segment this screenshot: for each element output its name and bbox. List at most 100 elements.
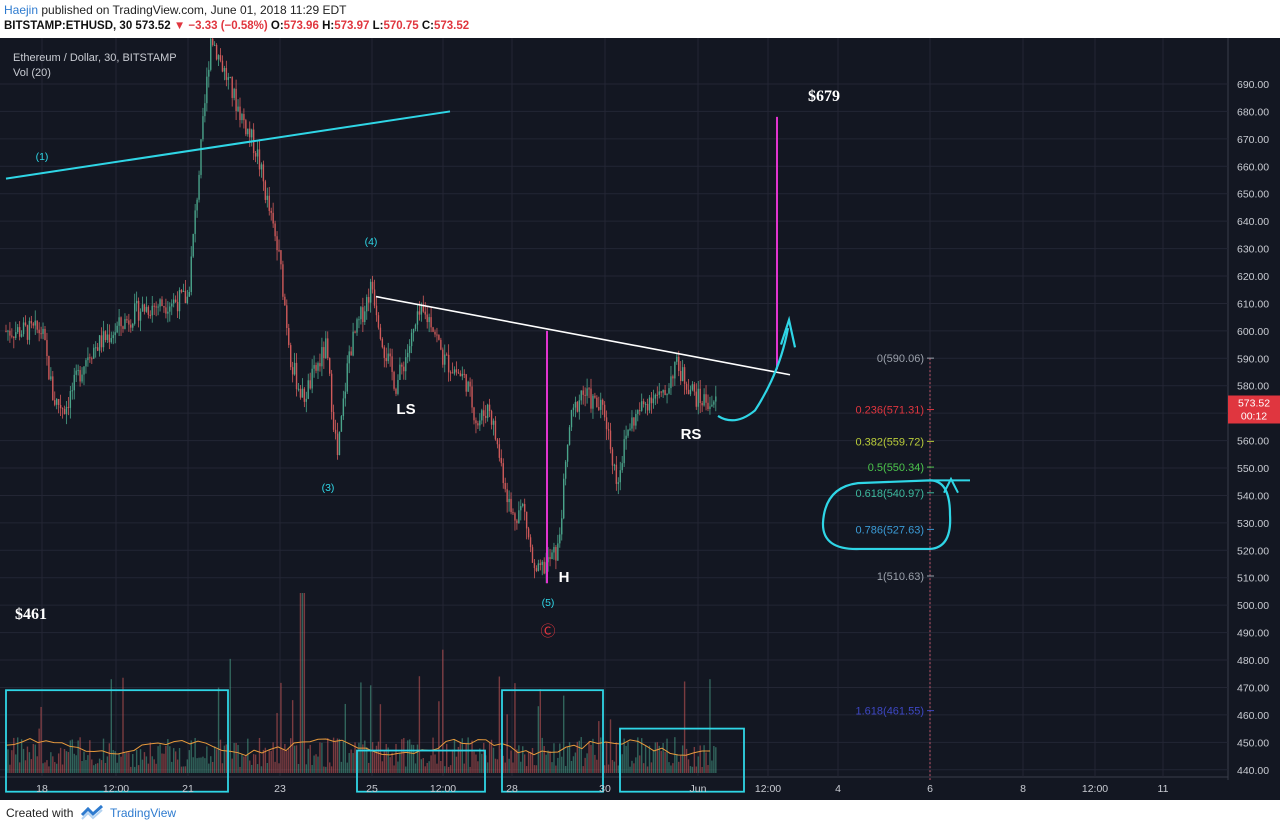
candle-body xyxy=(469,381,471,387)
candle-body xyxy=(323,347,325,359)
candle-body xyxy=(319,363,321,367)
candle-body xyxy=(551,552,553,560)
volume-bar xyxy=(701,766,703,773)
candle-body xyxy=(563,478,565,519)
volume-bar xyxy=(611,760,614,773)
candle-body xyxy=(173,299,175,304)
volume-bar xyxy=(24,760,27,773)
volume-bar xyxy=(656,742,658,773)
price-tick-label: 490.00 xyxy=(1237,628,1269,640)
candle-body xyxy=(28,320,31,340)
volume-ma-line xyxy=(5,737,711,757)
candle-body xyxy=(391,356,393,372)
volume-bar xyxy=(434,754,436,773)
price-change: −3.33 (−0.58%) xyxy=(188,20,268,32)
volume-bar xyxy=(231,758,233,773)
volume-bar xyxy=(385,744,387,773)
candle-body xyxy=(436,334,438,336)
candle-body xyxy=(498,444,501,458)
volume-bar xyxy=(518,745,520,773)
candle-body xyxy=(251,129,253,138)
candle-body xyxy=(403,366,405,372)
tradingview-logo-icon xyxy=(80,804,103,820)
candle-body xyxy=(533,562,536,569)
candle-body xyxy=(461,373,463,377)
candle-body xyxy=(153,305,155,307)
tradingview-link[interactable]: TradingView xyxy=(110,806,177,820)
volume-bar xyxy=(354,742,356,773)
candle-body xyxy=(79,370,81,382)
volume-bar xyxy=(533,765,536,773)
candle-body xyxy=(531,547,534,563)
volume-bar xyxy=(483,742,485,773)
candle-body xyxy=(621,463,623,471)
volume-bar xyxy=(691,766,694,773)
candle-body xyxy=(167,311,169,314)
volume-bar xyxy=(455,756,458,773)
candle-body xyxy=(506,489,508,503)
candle-body xyxy=(274,223,276,237)
volume-bar xyxy=(689,766,692,773)
volume-bar xyxy=(50,752,52,773)
volume-bar xyxy=(20,739,23,773)
price-chart[interactable]: 0(590.06) 0.236(571.31) 0.382(559.72) 0.5(5… xyxy=(0,38,1280,800)
volume-bar xyxy=(715,747,717,773)
volume-bar xyxy=(176,759,179,773)
candle-body xyxy=(387,353,389,362)
volume-bar xyxy=(307,748,309,773)
candle-body xyxy=(159,299,161,307)
volume-bar xyxy=(311,764,313,773)
candle-body xyxy=(451,372,454,374)
candle-body xyxy=(26,325,29,340)
volume-bar xyxy=(576,741,579,773)
volume-bar xyxy=(18,762,21,773)
volume-bar xyxy=(535,765,538,773)
volume-bar xyxy=(225,744,228,773)
candle-body xyxy=(258,149,261,170)
candle-body xyxy=(594,395,596,398)
volume-bar xyxy=(465,743,467,773)
volume-label: Vol (20) xyxy=(13,67,51,79)
candle-body xyxy=(658,391,660,395)
volume-bar xyxy=(258,737,261,773)
volume-bar xyxy=(680,755,682,773)
candle-body xyxy=(664,390,666,396)
candle-body xyxy=(67,406,70,408)
volume-bar xyxy=(100,760,103,773)
volume-bar xyxy=(699,745,701,773)
volume-bar xyxy=(547,750,549,773)
candle-body xyxy=(543,561,545,574)
candle-body xyxy=(141,304,144,312)
candle-body xyxy=(157,306,159,308)
candle-body xyxy=(22,322,25,335)
volume-bar xyxy=(662,742,664,773)
volume-bar xyxy=(59,747,62,773)
candle-body xyxy=(358,319,360,321)
candle-body xyxy=(707,402,709,410)
volume-bar xyxy=(56,763,58,773)
volume-bar xyxy=(217,687,220,773)
price-tick-label: 610.00 xyxy=(1237,298,1269,310)
close-label: C: xyxy=(421,20,434,32)
volume-bar xyxy=(137,765,140,773)
time-tick-label: 12:00 xyxy=(755,783,781,795)
author-link[interactable]: Haejin xyxy=(4,3,39,17)
time-tick-label: 12:00 xyxy=(430,783,456,795)
candle-body xyxy=(455,369,458,373)
candle-body xyxy=(260,164,263,170)
candle-body xyxy=(408,346,411,353)
candle-body xyxy=(65,406,68,415)
volume-bar xyxy=(566,746,569,773)
candle-body xyxy=(500,457,502,464)
candle-body xyxy=(18,327,21,337)
candle-body xyxy=(405,357,407,372)
volume-bar xyxy=(293,745,296,773)
candle-body xyxy=(701,402,703,406)
volume-bar xyxy=(463,763,465,773)
volume-bar xyxy=(678,761,680,773)
volume-bar xyxy=(13,737,15,773)
time-tick-label: 11 xyxy=(1158,783,1169,795)
volume-highlight-box xyxy=(501,689,604,793)
volume-bar xyxy=(648,745,651,773)
volume-bar xyxy=(215,749,218,773)
